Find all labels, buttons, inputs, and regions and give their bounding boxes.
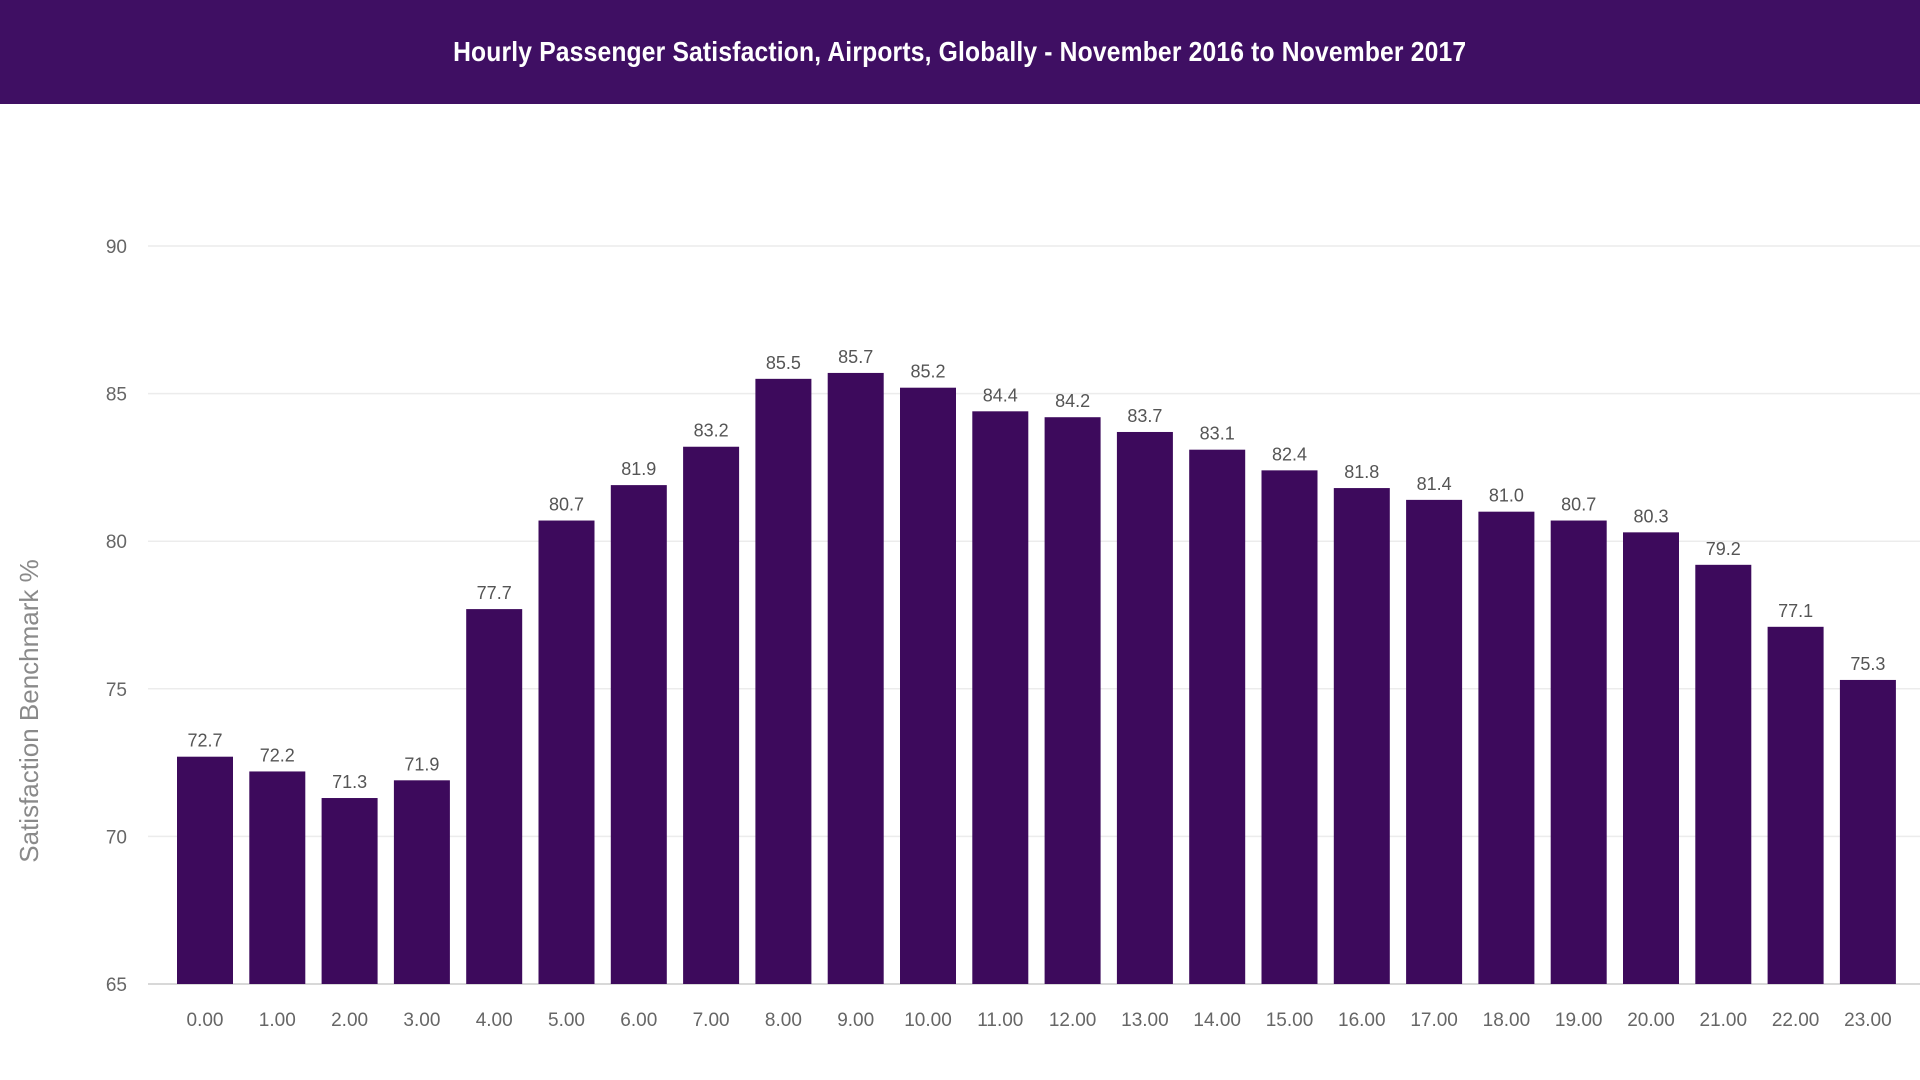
bar	[1044, 417, 1101, 984]
data-label: 81.8	[1344, 462, 1379, 482]
data-label: 75.3	[1850, 654, 1885, 674]
data-label: 81.0	[1489, 486, 1524, 506]
data-label: 84.2	[1055, 391, 1090, 411]
bar	[900, 387, 956, 984]
bar	[755, 378, 812, 985]
x-tick-label: 9.00	[837, 1010, 874, 1031]
y-tick-label: 70	[106, 827, 127, 848]
bar	[1261, 470, 1318, 984]
x-tick-label: 1.00	[259, 1010, 296, 1031]
x-tick-label: 8.00	[765, 1010, 802, 1031]
x-tick-label: 18.00	[1483, 1010, 1531, 1031]
data-label: 82.4	[1272, 444, 1307, 464]
bar	[827, 372, 884, 984]
bar	[1478, 511, 1535, 984]
bar	[177, 756, 233, 984]
y-tick-label: 65	[106, 975, 127, 996]
bar	[1116, 431, 1173, 984]
x-tick-label: 15.00	[1266, 1010, 1314, 1031]
y-tick-label: 85	[106, 385, 127, 406]
x-tick-label: 2.00	[331, 1010, 368, 1031]
bar	[1406, 499, 1463, 984]
x-tick-label: 12.00	[1049, 1010, 1097, 1031]
bar	[1839, 679, 1896, 984]
data-label: 79.2	[1706, 539, 1741, 559]
y-tick-label: 90	[106, 237, 127, 258]
x-tick-label: 19.00	[1555, 1010, 1603, 1031]
bar	[1189, 449, 1246, 984]
data-label: 80.7	[549, 495, 584, 515]
x-tick-label: 6.00	[620, 1010, 657, 1031]
data-label: 85.2	[910, 362, 945, 382]
x-tick-label: 0.00	[187, 1010, 224, 1031]
data-label: 83.2	[694, 421, 729, 441]
x-tick-label: 23.00	[1844, 1010, 1892, 1031]
bar	[249, 771, 306, 984]
y-axis-label: Satisfaction Benchmark %	[14, 559, 44, 862]
data-label: 80.3	[1633, 506, 1668, 526]
data-label: 71.9	[404, 754, 439, 774]
data-label: 81.9	[621, 459, 656, 479]
chart-area: 65 70 75 80 85 90 Satisfaction Benchmark % 72.7…	[0, 104, 1920, 1080]
title-banner: Hourly Passenger Satisfaction, Airports,…	[0, 0, 1920, 104]
bar	[972, 411, 1029, 984]
bar	[610, 485, 667, 984]
x-tick-label: 13.00	[1121, 1010, 1169, 1031]
x-tick-label: 3.00	[403, 1010, 440, 1031]
x-tick-label: 10.00	[904, 1010, 952, 1031]
data-label: 80.7	[1561, 495, 1596, 515]
bar	[683, 446, 740, 985]
data-label: 81.4	[1417, 474, 1452, 494]
bar	[466, 609, 523, 984]
data-label: 83.7	[1127, 406, 1162, 426]
x-tick-label: 17.00	[1410, 1010, 1458, 1031]
bar-chart: 65 70 75 80 85 90 Satisfaction Benchmark % 72.7…	[14, 237, 1920, 1031]
y-tick-label: 80	[106, 532, 127, 553]
bar	[1695, 564, 1752, 984]
x-tick-label: 22.00	[1772, 1010, 1820, 1031]
x-tick-label: 16.00	[1338, 1010, 1386, 1031]
bar	[1623, 532, 1679, 984]
chart-title: Hourly Passenger Satisfaction, Airports,…	[453, 36, 1467, 67]
data-label: 72.2	[260, 745, 295, 765]
data-label: 85.5	[766, 353, 801, 373]
bar	[393, 780, 450, 984]
x-tick-label: 21.00	[1700, 1010, 1748, 1031]
data-label: 83.1	[1200, 424, 1235, 444]
x-tick-label: 11.00	[977, 1010, 1023, 1031]
x-tick-label: 14.00	[1193, 1010, 1241, 1031]
data-label: 77.1	[1778, 601, 1813, 621]
bar	[1333, 488, 1390, 984]
data-label: 77.7	[477, 583, 512, 603]
data-label: 85.7	[838, 347, 873, 367]
x-tick-label: 4.00	[476, 1010, 513, 1031]
data-label: 71.3	[332, 772, 367, 792]
bar	[1550, 520, 1607, 984]
x-tick-label: 20.00	[1627, 1010, 1675, 1031]
data-label: 72.7	[187, 731, 222, 751]
x-tick-label: 7.00	[693, 1010, 730, 1031]
bar	[321, 798, 378, 984]
bar	[1767, 626, 1824, 984]
x-tick-label: 5.00	[548, 1010, 585, 1031]
y-tick-label: 75	[106, 680, 127, 701]
data-label: 84.4	[983, 385, 1018, 405]
bar	[538, 520, 595, 984]
